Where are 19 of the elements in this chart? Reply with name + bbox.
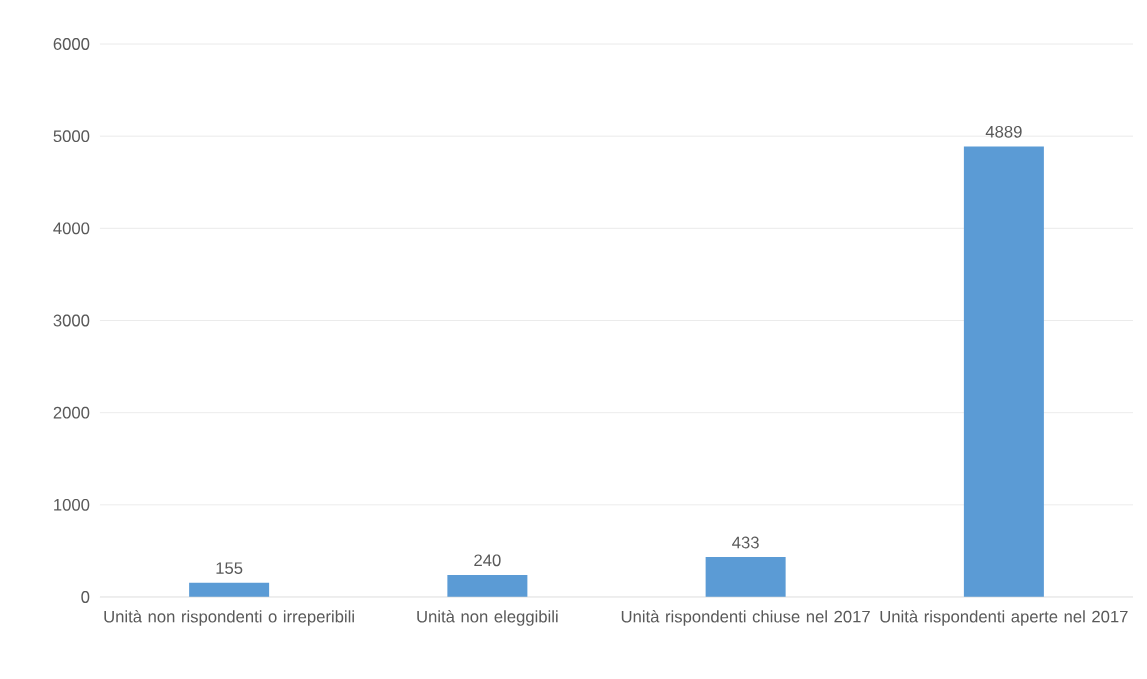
y-tick-label: 3000 [53,314,90,327]
x-tick-label: Unità non eleggibili [417,610,558,626]
y-tick-label: 2000 [53,406,90,419]
data-label: 433 [732,536,759,549]
y-tick-label: 5000 [53,130,90,143]
x-tick-label: Unità non rispondenti o irreperibili [104,610,354,626]
bar [447,574,528,597]
data-label: 240 [474,554,501,567]
bar [963,146,1044,597]
y-tick-label: 6000 [53,38,90,50]
x-tick-label: Unità rispondenti chiuse nel 2017 [621,610,870,626]
data-label: 4889 [985,125,1022,138]
y-tick-label: 1000 [54,498,90,511]
bar [189,582,270,597]
y-tick-label: 4000 [53,222,90,235]
x-tick-label: Unità rispondenti aperte nel 2017 [880,610,1128,626]
bar [705,557,786,597]
data-label: 155 [216,562,243,575]
y-tick-label: 0 [81,591,90,603]
